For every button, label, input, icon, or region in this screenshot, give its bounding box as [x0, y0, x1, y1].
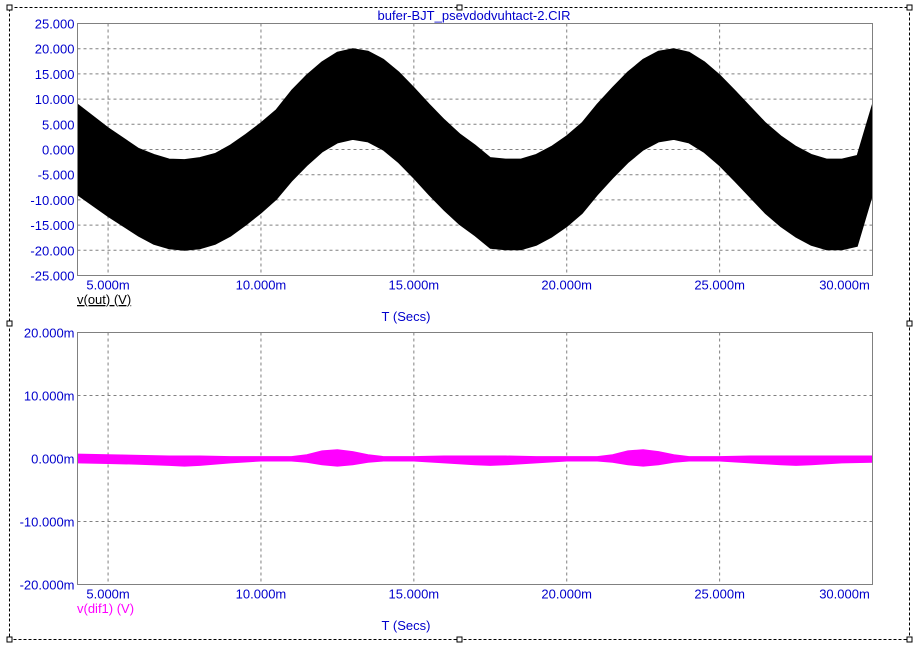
y-tick-label: 20.000m [24, 326, 75, 341]
y-tick-label: -25.000 [30, 269, 74, 284]
plot-vout-frame [77, 23, 873, 276]
plot-vout-y-ticks: 25.000 20.000 15.000 10.000 5.000 0.000 -5.000… [30, 17, 74, 284]
legend-dif1[interactable]: v(dif1) (V) [77, 601, 134, 616]
x-tick-label: 20.000m [541, 278, 592, 293]
x-tick-label: 5.000m [86, 278, 129, 293]
x-tick-label: 15.000m [389, 278, 440, 293]
y-tick-label: 10.000m [24, 389, 75, 404]
y-tick-label: -15.000 [30, 218, 74, 233]
plot-vout-xlabel: T (Secs) [382, 309, 431, 324]
resize-handle-br[interactable] [906, 636, 913, 643]
x-tick-label: 15.000m [389, 587, 440, 602]
plot-title: bufer-BJT_psevdodvuhtact-2.CIR [378, 8, 571, 23]
plot-dif1-x-ticks: 5.000m 10.000m 15.000m 20.000m 25.000m 30.000… [86, 587, 869, 602]
resize-handle-tl[interactable] [6, 4, 13, 11]
y-tick-label: 5.000 [42, 117, 75, 132]
x-tick-label: 20.000m [541, 587, 592, 602]
y-tick-label: -10.000m [20, 515, 75, 530]
x-tick-label: 25.000m [694, 587, 745, 602]
y-tick-label: 20.000 [35, 42, 75, 57]
series-vout-band [77, 48, 873, 251]
resize-handle-tr[interactable] [906, 4, 913, 11]
plot-dif1-frame [77, 332, 873, 585]
x-tick-label: 10.000m [236, 587, 287, 602]
y-tick-label: -10.000 [30, 193, 74, 208]
legend-vout[interactable]: v(out) (V) [77, 292, 131, 307]
plot-vout: 25.000 20.000 15.000 10.000 5.000 0.000 -5.000… [30, 17, 873, 324]
resize-handle-tc[interactable] [456, 4, 463, 11]
y-tick-label: -20.000 [30, 243, 74, 258]
plot-dif1: 20.000m 10.000m 0.000m -10.000m -20.000m 5.0… [20, 326, 873, 633]
x-tick-label: 30.000m [819, 587, 870, 602]
plot-dif1-xlabel: T (Secs) [382, 618, 431, 633]
series-dif1-band [77, 449, 873, 467]
y-tick-label: 0.000m [31, 452, 74, 467]
resize-handle-mr[interactable] [906, 320, 913, 327]
y-tick-label: -20.000m [20, 578, 75, 593]
x-tick-label: 10.000m [236, 278, 287, 293]
resize-handle-bc[interactable] [456, 636, 463, 643]
y-tick-label: 10.000 [35, 92, 75, 107]
y-tick-label: 0.000 [42, 143, 75, 158]
selection-border [9, 7, 910, 640]
y-tick-label: 25.000 [35, 17, 75, 32]
y-tick-label: -5.000 [38, 168, 75, 183]
x-tick-label: 5.000m [86, 587, 129, 602]
resize-handle-ml[interactable] [6, 320, 13, 327]
plot-dif1-y-ticks: 20.000m 10.000m 0.000m -10.000m -20.000m [20, 326, 75, 593]
x-tick-label: 25.000m [694, 278, 745, 293]
y-tick-label: 15.000 [35, 67, 75, 82]
plot-vout-x-ticks: 5.000m 10.000m 15.000m 20.000m 25.000m 30.000… [86, 278, 869, 293]
x-tick-label: 30.000m [819, 278, 870, 293]
resize-handle-bl[interactable] [6, 636, 13, 643]
